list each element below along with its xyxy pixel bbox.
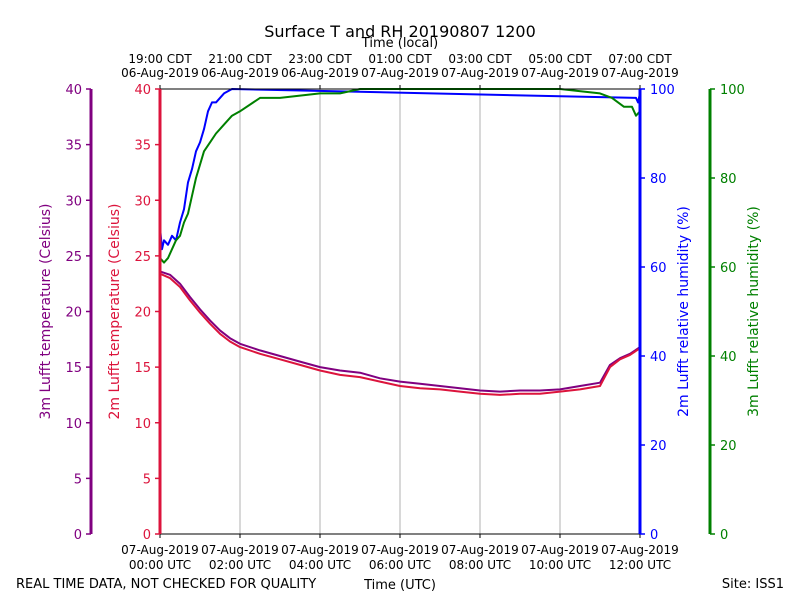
top-x-tick-label: 07:00 CDT — [608, 52, 672, 66]
bottom-x-tick-label: 07-Aug-2019 — [121, 543, 199, 557]
axis-tick-label: 20 — [134, 306, 151, 321]
bottom-x-tick-label: 04:00 UTC — [289, 558, 351, 572]
axis-label: 2m Lufft relative humidity (%) — [676, 206, 692, 417]
axis-tick-label: 100 — [720, 83, 745, 98]
axis-tick-label: 30 — [65, 194, 82, 209]
axis-tick-label: 0 — [720, 528, 728, 543]
bottom-x-tick-label: 07-Aug-2019 — [281, 543, 359, 557]
bottom-x-tick-label: 07-Aug-2019 — [521, 543, 599, 557]
series-3m-lufft-relative-humidity — [159, 88, 641, 264]
bottom-x-tick-label: 12:00 UTC — [609, 558, 671, 572]
axis-3m-humidity: 0 20 40 60 80 100 3m Lufft relative humidity (… — [708, 83, 762, 543]
top-x-tick-label: 23:00 CDT — [288, 52, 352, 66]
series-3m-lufft-temperature — [159, 270, 641, 393]
series-layer — [159, 88, 641, 396]
axis-label: 2m Lufft temperature (Celsius) — [107, 203, 123, 419]
axis-tick-label: 5 — [74, 472, 82, 487]
axis-tick-label: 80 — [650, 172, 667, 187]
axis-tick-label: 0 — [74, 528, 82, 543]
top-x-tick-label: 19:00 CDT — [128, 52, 192, 66]
top-x-tick-label: 07-Aug-2019 — [361, 66, 439, 80]
axis-tick-label: 60 — [720, 261, 737, 276]
top-x-axis-label: Time (local) — [361, 36, 438, 51]
top-x-tick-label: 21:00 CDT — [208, 52, 272, 66]
grid-lines — [239, 89, 561, 534]
bottom-x-tick-label: 07-Aug-2019 — [601, 543, 679, 557]
bottom-x-tick-label: 10:00 UTC — [529, 558, 591, 572]
axis-tick-label: 10 — [134, 417, 151, 432]
top-x-tick-label: 06-Aug-2019 — [201, 66, 279, 80]
bottom-x-tick-label: 02:00 UTC — [209, 558, 271, 572]
axis-3m-temperature: 0 5 10 15 20 25 30 35 40 3m Lufft temperature (Ce… — [38, 83, 93, 543]
axis-tick-label: 15 — [65, 361, 82, 376]
bottom-x-tick-label: 07-Aug-2019 — [361, 543, 439, 557]
axis-tick-label: 20 — [650, 439, 667, 454]
axis-tick-label: 100 — [650, 83, 675, 98]
top-x-tick-label: 06-Aug-2019 — [121, 66, 199, 80]
axis-label: 3m Lufft relative humidity (%) — [746, 206, 762, 417]
chart-title: Surface T and RH 20190807 1200 — [264, 22, 536, 41]
top-x-tick-label: 07-Aug-2019 — [521, 66, 599, 80]
x-axis-label: Time (UTC) — [363, 578, 436, 593]
axis-tick-label: 20 — [720, 439, 737, 454]
axis-tick-label: 0 — [650, 528, 658, 543]
bottom-x-tick-label: 08:00 UTC — [449, 558, 511, 572]
top-x-tick-label: 06-Aug-2019 — [281, 66, 359, 80]
axis-2m-humidity: 0 20 40 60 80 100 2m Lufft relative humidity (… — [638, 83, 692, 543]
axis-tick-label: 35 — [134, 139, 151, 154]
axis-label: 3m Lufft temperature (Celsius) — [38, 203, 54, 419]
bottom-x-tick-label: 06:00 UTC — [369, 558, 431, 572]
axis-tick-label: 40 — [134, 83, 151, 98]
axis-tick-label: 35 — [65, 139, 82, 154]
axis-tick-label: 40 — [650, 350, 667, 365]
top-x-tick-label: 03:00 CDT — [448, 52, 512, 66]
axis-tick-label: 10 — [65, 417, 82, 432]
bottom-x-tick-label: 00:00 UTC — [129, 558, 191, 572]
bottom-x-tick-label: 07-Aug-2019 — [201, 543, 279, 557]
axis-tick-label: 15 — [134, 361, 151, 376]
bottom-x-tick-label: 07-Aug-2019 — [441, 543, 519, 557]
series-2m-lufft-temperature — [159, 272, 641, 396]
series-2m-lufft-relative-humidity — [159, 88, 641, 251]
axis-tick-label: 40 — [720, 350, 737, 365]
axis-tick-label: 25 — [134, 250, 151, 265]
axis-2m-temperature: 0 5 10 15 20 25 30 35 40 2m Lufft temperature (Ce… — [107, 83, 162, 543]
top-x-tick-label: 07-Aug-2019 — [441, 66, 519, 80]
axis-tick-label: 80 — [720, 172, 737, 187]
axis-tick-label: 0 — [143, 528, 151, 543]
axis-tick-label: 30 — [134, 194, 151, 209]
top-x-tick-label: 01:00 CDT — [368, 52, 432, 66]
axis-tick-label: 5 — [143, 472, 151, 487]
top-x-tick-label: 07-Aug-2019 — [601, 66, 679, 80]
quality-notice: REAL TIME DATA, NOT CHECKED FOR QUALITY — [16, 577, 316, 592]
top-x-tick-label: 05:00 CDT — [528, 52, 592, 66]
axis-tick-label: 60 — [650, 261, 667, 276]
axis-tick-label: 20 — [65, 306, 82, 321]
axis-tick-label: 40 — [65, 83, 82, 98]
axis-tick-label: 25 — [65, 250, 82, 265]
site-label: Site: ISS1 — [722, 577, 784, 592]
